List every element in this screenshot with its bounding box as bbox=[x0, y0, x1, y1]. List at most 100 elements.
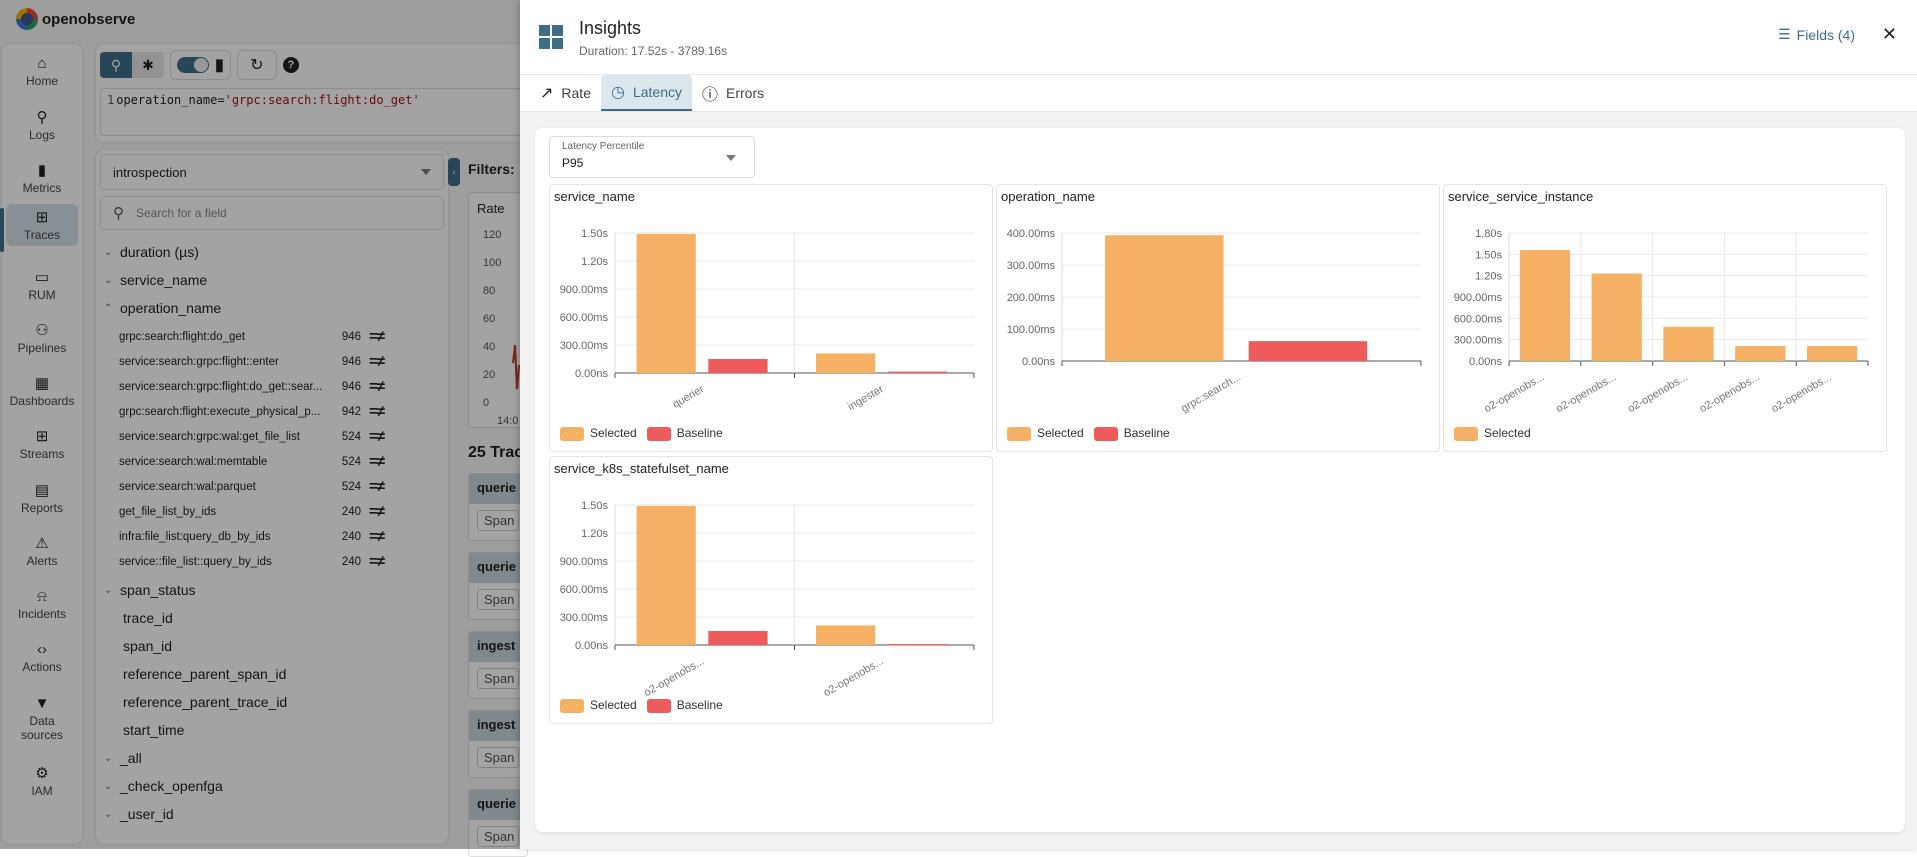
trace-card[interactable]: ingest Span bbox=[468, 710, 528, 778]
close-button[interactable]: ✕ bbox=[1881, 24, 1897, 44]
trace-service: querie bbox=[469, 790, 527, 820]
bar-baseline[interactable] bbox=[1248, 341, 1368, 361]
trace-card[interactable]: querie Span bbox=[468, 473, 528, 541]
sidebar-item-data-sources[interactable]: ▼ Data sources bbox=[6, 694, 78, 742]
field-span-status[interactable]: ⌄ span_status bbox=[104, 582, 196, 598]
field-service_name[interactable]: ⌄ service_name bbox=[104, 272, 207, 288]
chevron-down-icon: ⌄ bbox=[104, 274, 113, 286]
sidebar-item-metrics[interactable]: ▮ Metrics bbox=[6, 161, 78, 195]
field-start_time[interactable]: start_time bbox=[123, 722, 185, 738]
tab-errors[interactable]: ⓘ Errors bbox=[692, 75, 774, 111]
legend-item-selected[interactable]: Selected bbox=[1454, 426, 1531, 441]
field-value-row[interactable]: service::file_list::query_by_ids 240 =≠ bbox=[119, 553, 449, 570]
field_check_openfga[interactable]: ⌄ _check_openfga bbox=[104, 778, 223, 794]
tab-rate[interactable]: ↗ Rate bbox=[530, 75, 601, 111]
sidebar-item-rum[interactable]: ▭ RUM bbox=[6, 268, 78, 302]
drawer-header: Insights Duration: 17.52s - 3789.16s ☰ F… bbox=[520, 0, 1917, 75]
field_all[interactable]: ⌄ _all bbox=[104, 750, 142, 766]
help-icon[interactable]: ? bbox=[282, 57, 299, 73]
field-reference_parent_trace_id[interactable]: reference_parent_trace_id bbox=[123, 694, 288, 710]
include-exclude-icon[interactable]: =≠ bbox=[369, 428, 385, 445]
chart-title: operation_name bbox=[1001, 189, 1095, 204]
field-search-input[interactable]: ⚲ Search for a field bbox=[100, 196, 444, 230]
field-operation_name[interactable]: ⌃ operation_name bbox=[104, 300, 221, 316]
pipeline-icon: ⚇ bbox=[35, 322, 49, 339]
field_user_id[interactable]: ⌄ _user_id bbox=[104, 806, 174, 822]
legend-item-selected[interactable]: Selected bbox=[560, 426, 637, 441]
include-exclude-icon[interactable]: =≠ bbox=[369, 503, 385, 520]
y-tick: 20 bbox=[483, 369, 496, 381]
field-value-row[interactable]: get_file_list_by_ids 240 =≠ bbox=[119, 503, 449, 520]
include-exclude-icon[interactable]: =≠ bbox=[369, 553, 385, 570]
sidebar-item-streams[interactable]: ⊞ Streams bbox=[6, 427, 78, 461]
bar-selected[interactable] bbox=[1591, 273, 1642, 361]
include-exclude-icon[interactable]: =≠ bbox=[369, 328, 385, 345]
y-tick: 200.00ms bbox=[1007, 292, 1056, 304]
sidebar-item-iam[interactable]: ⚙ IAM bbox=[6, 764, 78, 798]
bar-selected[interactable] bbox=[816, 625, 876, 645]
field-value-row[interactable]: grpc:search:flight:execute_physical_p...… bbox=[119, 403, 449, 420]
field-reference_parent_span_id[interactable]: reference_parent_span_id bbox=[123, 666, 287, 682]
field-span_id[interactable]: span_id bbox=[123, 638, 173, 654]
field-value-row[interactable]: service:search:grpc:flight::enter 946 =≠ bbox=[119, 353, 449, 370]
include-exclude-icon[interactable]: =≠ bbox=[369, 353, 385, 370]
legend-item-selected[interactable]: Selected bbox=[1007, 426, 1084, 441]
field-value-row[interactable]: service:search:wal:parquet 524 =≠ bbox=[119, 478, 449, 495]
field-value-row[interactable]: service:search:grpc:wal:get_file_list 524… bbox=[119, 428, 449, 445]
filters-label: Filters: bbox=[468, 161, 515, 177]
legend-item-baseline[interactable]: Baseline bbox=[1093, 426, 1170, 441]
stream-select[interactable]: introspection bbox=[100, 154, 444, 190]
field-value-row[interactable]: service:search:grpc:flight:do_get::sear.… bbox=[119, 378, 449, 395]
sidebar-item-dashboards[interactable]: ▦ Dashboards bbox=[6, 374, 78, 408]
sidebar-item-incidents[interactable]: ⍾ Incidents bbox=[6, 587, 78, 621]
field-value-row[interactable]: infra:file_list:query_db_by_ids 240 =≠ bbox=[119, 528, 449, 545]
fields-button[interactable]: ☰ Fields (4) bbox=[1778, 26, 1855, 43]
bar-selected[interactable] bbox=[1735, 346, 1786, 361]
tab-latency[interactable]: ◷ Latency bbox=[600, 75, 692, 111]
bar-selected[interactable] bbox=[1663, 326, 1714, 361]
include-exclude-icon[interactable]: =≠ bbox=[369, 478, 385, 495]
include-exclude-icon[interactable]: =≠ bbox=[369, 378, 385, 395]
sidebar-item-alerts[interactable]: ⚠ Alerts bbox=[6, 534, 78, 568]
bar-selected[interactable] bbox=[636, 233, 696, 373]
field-trace_id[interactable]: trace_id bbox=[123, 610, 173, 626]
field-durations[interactable]: ⌄ duration (µs) bbox=[104, 244, 199, 260]
legend-item-baseline[interactable]: Baseline bbox=[646, 698, 723, 713]
refresh-icon[interactable]: ↻ bbox=[250, 57, 264, 74]
sidebar-item-pipelines[interactable]: ⚇ Pipelines bbox=[6, 321, 78, 355]
bar-selected[interactable] bbox=[636, 505, 696, 645]
bar-selected[interactable] bbox=[1519, 250, 1571, 361]
latency-percentile-select[interactable]: Latency Percentile P95 bbox=[549, 136, 755, 178]
collapse-fields-button[interactable]: ‹ bbox=[448, 158, 460, 186]
trace-card[interactable]: querie Span bbox=[468, 552, 528, 620]
include-exclude-icon[interactable]: =≠ bbox=[369, 453, 385, 470]
sidebar-item-reports[interactable]: ▤ Reports bbox=[6, 481, 78, 515]
trace-card[interactable]: querie Span bbox=[468, 789, 528, 857]
y-tick: 1.20s bbox=[581, 256, 608, 268]
sidebar-item-traces[interactable]: ⊞ Traces bbox=[0, 204, 78, 252]
include-exclude-icon[interactable]: =≠ bbox=[369, 528, 385, 545]
bar-baseline[interactable] bbox=[887, 644, 948, 646]
bar-selected[interactable] bbox=[1105, 235, 1224, 361]
field-value-row[interactable]: grpc:search:flight:do_get 946 =≠ bbox=[119, 328, 449, 345]
service-graph-button[interactable]: ✱ bbox=[132, 52, 164, 78]
trace-card[interactable]: ingest Span bbox=[468, 631, 528, 699]
bar-selected[interactable] bbox=[1806, 346, 1858, 361]
sidebar-item-actions[interactable]: ‹› Actions bbox=[6, 640, 78, 674]
bar-baseline[interactable] bbox=[708, 359, 768, 373]
bar-baseline[interactable] bbox=[887, 371, 948, 374]
legend-item-baseline[interactable]: Baseline bbox=[646, 426, 723, 441]
sidebar-item-logs[interactable]: ⚲ Logs bbox=[6, 108, 78, 142]
stream-value: introspection bbox=[113, 164, 187, 180]
include-exclude-icon[interactable]: =≠ bbox=[369, 403, 385, 420]
histogram-toggle[interactable] bbox=[177, 57, 209, 73]
field-value-row[interactable]: service:search:wal:memtable 524 =≠ bbox=[119, 453, 449, 470]
sidebar-item-home[interactable]: ⌂ Home bbox=[6, 54, 78, 88]
bar-baseline[interactable] bbox=[708, 631, 768, 645]
legend-item-selected[interactable]: Selected bbox=[560, 698, 637, 713]
y-tick: 400.00ms bbox=[1007, 228, 1056, 240]
search-mode-button[interactable]: ⚲ bbox=[100, 52, 132, 78]
bar-selected[interactable] bbox=[816, 353, 876, 373]
field-name: _check_openfga bbox=[120, 778, 223, 794]
query-editor[interactable]: 1 operation_name='grpc:search:flight:do_g… bbox=[100, 88, 526, 136]
